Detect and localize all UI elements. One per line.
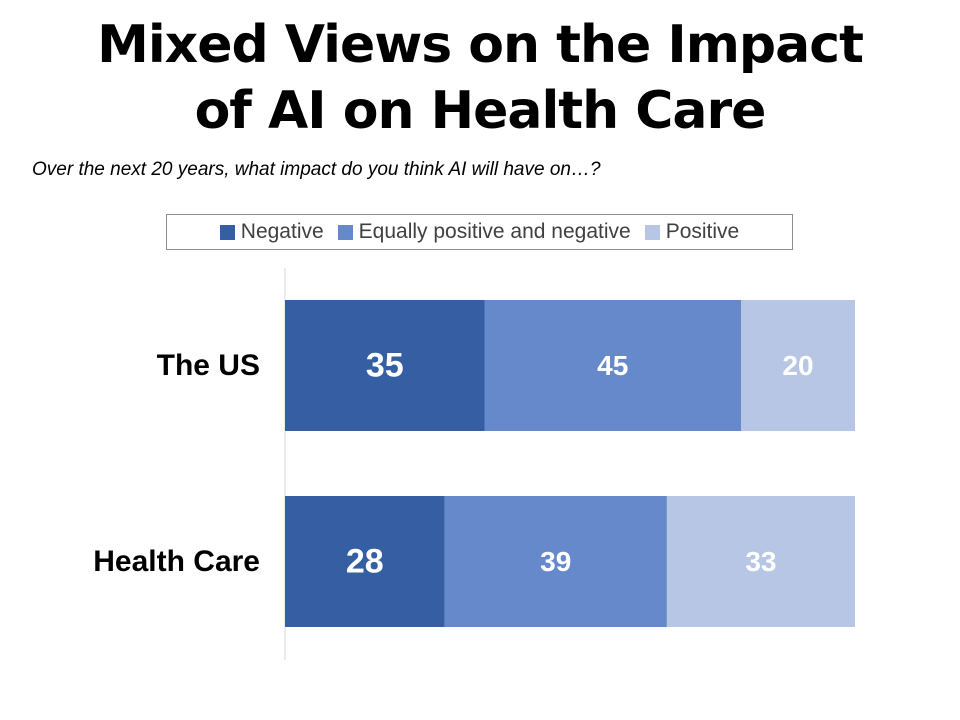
bar-segment-mixed [444,496,667,627]
data-label-positive: 33 [745,546,776,577]
legend-swatch-positive [644,224,660,240]
chart-title-line-1: Mixed Views on the Impact [97,15,864,75]
data-label-positive: 20 [782,350,813,381]
bar-segment-mixed [484,300,741,431]
legend-swatch-negative [219,224,235,240]
legend-label-negative: Negative [240,220,324,243]
category-label: The US [157,349,260,382]
data-label-mixed: 45 [597,350,628,381]
chart-subtitle: Over the next 20 years, what impact do y… [32,159,601,180]
chart-title-line-2: of AI on Health Care [194,81,767,141]
legend: Negative Equally positive and negative P… [166,214,793,250]
legend-item-mixed: Equally positive and negative [337,220,631,244]
legend-label-positive: Positive [665,220,740,243]
legend-label-mixed: Equally positive and negative [358,220,631,243]
bar-segment-positive [666,496,855,627]
legend-swatch-mixed [337,224,353,240]
bar-segment-positive [741,300,855,431]
data-label-negative: 35 [366,347,404,385]
category-label: Health Care [93,545,260,578]
bar-segment-negative [285,496,445,627]
legend-item-positive: Positive [644,220,740,244]
chart-title: Mixed Views on the Impact of AI on Healt… [0,12,960,144]
data-label-mixed: 39 [540,546,571,577]
bar-segment-negative [285,300,485,431]
data-label-negative: 28 [346,543,384,581]
legend-item-negative: Negative [219,220,324,244]
